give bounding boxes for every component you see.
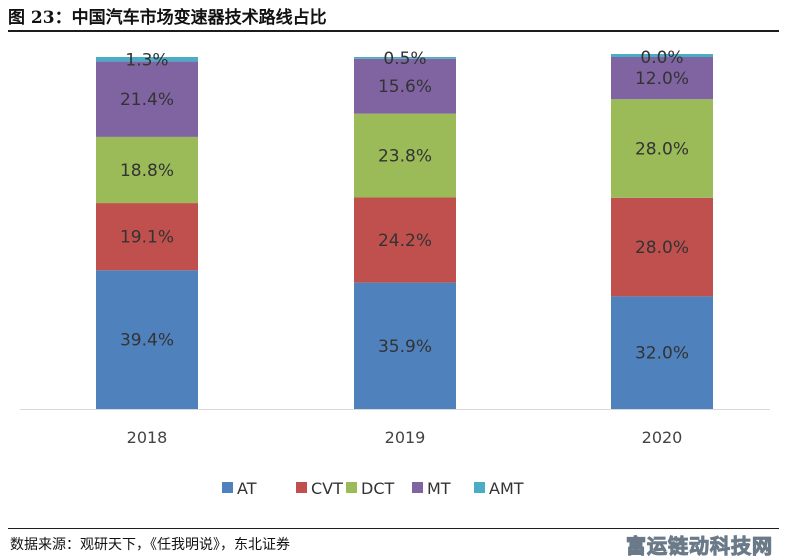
legend: AT CVT DCT MT AMT (222, 479, 524, 498)
source-note: 数据来源：观研天下，《任我明说》，东北证券 (10, 537, 290, 553)
data-label-dct-2019: 23.8% (378, 147, 432, 167)
bar-segment-cvt-2018 (96, 203, 198, 271)
legend-label-dct: DCT (361, 479, 394, 498)
title-rule (8, 30, 779, 32)
bar-segment-dct-2019 (354, 113, 456, 198)
data-label-cvt-2018: 19.1% (120, 228, 174, 248)
legend-swatch-cvt (296, 482, 307, 493)
legend-swatch-mt (412, 482, 423, 493)
data-label-amt-2018: 1.3% (125, 50, 168, 70)
bar-segment-amt-2018 (96, 57, 198, 62)
figure-title: 图 23：中国汽车市场变速器技术路线占比 (8, 8, 327, 28)
legend-label-at: AT (237, 479, 257, 498)
bar-segment-cvt-2019 (354, 197, 456, 283)
bar-segment-mt-2019 (354, 58, 456, 114)
data-label-cvt-2019: 24.2% (378, 231, 432, 251)
category-labels: 2018 2019 2020 (127, 428, 683, 447)
bar-segment-at-2020 (611, 296, 713, 409)
bar-segment-dct-2018 (96, 136, 198, 204)
bar-segment-mt-2018 (96, 61, 198, 137)
data-label-at-2019: 35.9% (378, 337, 432, 357)
x-tick-label-2019: 2019 (385, 428, 426, 447)
data-label-cvt-2020: 28.0% (635, 238, 689, 258)
bar-segment-cvt-2020 (611, 197, 713, 297)
stacked-bar-chart: 39.4% 19.1% 18.8% 21.4% 1.3% 35.9% 24.2% 23.8% 1… (20, 48, 770, 498)
legend-label-cvt: CVT (311, 479, 343, 498)
bar-segment-amt-2020 (611, 54, 713, 57)
x-tick-label-2020: 2020 (642, 428, 683, 447)
data-label-dct-2018: 18.8% (120, 161, 174, 181)
data-label-at-2018: 39.4% (120, 331, 174, 351)
legend-label-amt: AMT (489, 479, 524, 498)
bars-group: 39.4% 19.1% 18.8% 21.4% 1.3% 35.9% 24.2% 23.8% 1… (96, 48, 713, 409)
data-label-mt-2019: 15.6% (378, 77, 432, 97)
source-rule (8, 528, 779, 529)
bar-segment-at-2018 (96, 270, 198, 409)
data-label-mt-2018: 21.4% (120, 90, 174, 110)
bar-segment-amt-2019 (354, 57, 456, 59)
data-label-at-2020: 32.0% (635, 344, 689, 364)
bar-segment-at-2019 (354, 282, 456, 409)
data-label-amt-2020: 0.0% (640, 48, 683, 68)
legend-swatch-dct (346, 482, 357, 493)
watermark-logo: 富运链动科技网 (626, 534, 773, 559)
legend-swatch-at (222, 482, 233, 493)
data-label-dct-2020: 28.0% (635, 140, 689, 160)
data-label-mt-2020: 12.0% (635, 69, 689, 89)
x-tick-label-2018: 2018 (127, 428, 168, 447)
legend-swatch-amt (474, 482, 485, 493)
legend-label-mt: MT (427, 479, 451, 498)
data-label-amt-2019: 0.5% (383, 49, 426, 69)
bar-segment-mt-2020 (611, 57, 713, 100)
bar-segment-dct-2020 (611, 99, 713, 198)
